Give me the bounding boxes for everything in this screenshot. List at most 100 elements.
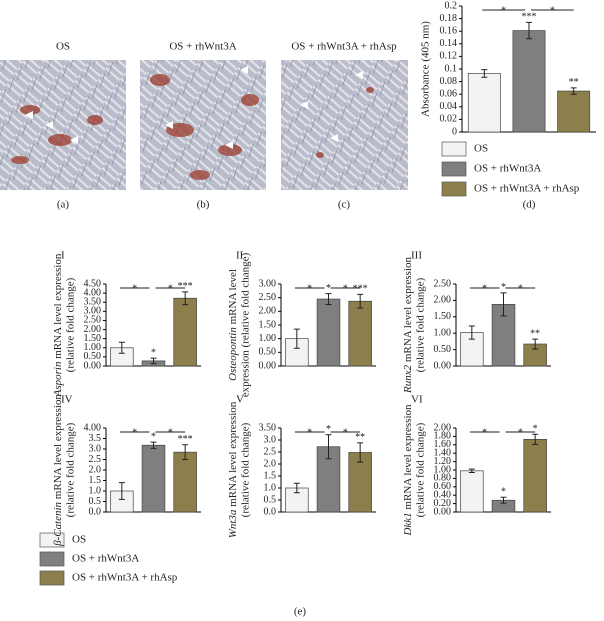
y-tick-label: 0.50	[434, 344, 452, 355]
y-tick-label: 0.08	[440, 76, 458, 87]
y-axis-label-text: mRNA level expression	[52, 394, 64, 502]
y-tick-label: 2.0	[264, 458, 277, 469]
stain	[11, 74, 374, 180]
y-axis-label: (relative fold change)	[65, 277, 77, 372]
y-tick-label: 1.50	[434, 311, 452, 322]
panel-caption: (b)	[197, 199, 210, 211]
y-tick-label: 0.00	[434, 506, 452, 517]
error-bar	[526, 21, 532, 40]
y-tick-label: 1.60	[434, 439, 452, 450]
significance: *	[533, 424, 538, 435]
y-tick-label: 0.00	[434, 360, 452, 371]
y-tick-label: 0.02	[440, 114, 458, 125]
bracket-label: *	[307, 427, 312, 438]
error-bar	[500, 496, 507, 504]
legend-label: OS + rhWnt3A	[72, 553, 139, 565]
legend-label: OS	[72, 534, 86, 546]
bracket-label: *	[132, 427, 137, 438]
y-axis-label-text: mRNA level expression	[402, 404, 414, 512]
y-tick-label: 1.00	[84, 342, 102, 353]
y-axis-label-gene: Dkk1	[402, 512, 414, 536]
y-tick-label: 1.50	[259, 319, 277, 330]
y-tick-label: 0.80	[434, 473, 452, 484]
y-tick-label: 2.50	[259, 292, 277, 303]
bar	[348, 300, 372, 367]
y-tick-label: 1.0	[89, 485, 102, 496]
bracket-label: *	[550, 5, 555, 16]
y-tick-label: 2.5	[89, 454, 102, 465]
legend-swatch	[441, 181, 467, 197]
chart-label: I	[61, 250, 65, 262]
error-bar	[150, 357, 157, 365]
y-tick-label: 2.5	[264, 446, 277, 457]
error-bar	[500, 292, 507, 317]
bracket-label: *	[343, 283, 348, 294]
y-tick-label: 2.00	[434, 295, 452, 306]
bar	[141, 444, 166, 513]
y-tick-label: 0.1	[445, 63, 458, 74]
chart-label: III	[411, 250, 422, 262]
y-axis-label: (relative fold change)	[65, 422, 77, 517]
y-tick-label: 1.50	[84, 333, 102, 344]
chart-label: IV	[61, 394, 73, 406]
micrograph-a	[0, 60, 126, 190]
y-tick-label: 0.04	[440, 101, 458, 112]
y-tick-label: 0.00	[84, 360, 102, 371]
significance: **	[355, 432, 365, 443]
y-axis-label-text: mRNA level expression	[227, 401, 239, 509]
error-bar	[118, 341, 125, 354]
y-tick-label: 3.5	[89, 433, 102, 444]
y-axis-label-text: mRNA level expression	[52, 253, 64, 361]
y-tick-label: 0.40	[434, 489, 452, 500]
error-bar	[118, 482, 125, 500]
y-axis-label-gene: Asporin	[52, 361, 64, 397]
significance: ***	[178, 434, 193, 445]
y-tick-label: 3.00	[84, 306, 102, 317]
y-tick-label: 2.00	[434, 422, 452, 433]
error-bar	[532, 338, 539, 350]
bar	[557, 90, 591, 133]
y-tick-label: 2.00	[259, 306, 277, 317]
arrowheads	[25, 66, 363, 149]
caption: (e)	[294, 606, 307, 618]
y-tick-label: 2.0	[89, 464, 102, 475]
y-tick-label: 1.5	[89, 475, 102, 486]
y-tick-label: 1.5	[264, 470, 277, 481]
error-bar	[468, 468, 475, 474]
bracket-label: *	[518, 427, 523, 438]
y-axis-label: (relative fold change)	[415, 277, 427, 372]
y-axis-label: Dkk1 mRNA level expression	[402, 404, 414, 537]
chart-label: V	[236, 394, 244, 406]
y-tick-label: 1.00	[259, 333, 277, 344]
bracket-label: *	[343, 427, 348, 438]
error-bar	[357, 442, 364, 463]
panel-caption: (c)	[338, 199, 351, 211]
y-axis-label-text: mRNA level expression	[402, 257, 414, 365]
bracket-label: *	[307, 283, 312, 294]
error-bar	[481, 69, 488, 78]
legend-label: OS + rhWnt3A + rhAsp	[474, 183, 580, 195]
y-axis-label: β-Catenin mRNA level expression	[52, 394, 64, 547]
bar	[512, 30, 546, 133]
y-axis-label: expression (relative fold change)	[240, 252, 252, 397]
y-axis-label-gene: Osteopontin	[227, 327, 239, 381]
panel-title: OS	[56, 41, 70, 53]
y-tick-label: 4.00	[84, 422, 102, 433]
y-tick-label: 0.00	[259, 360, 277, 371]
y-tick-label: 1.00	[434, 464, 452, 475]
significance: *	[501, 282, 506, 293]
bracket-label: *	[518, 283, 523, 294]
y-tick-label: 3.00	[259, 278, 277, 289]
significance: ***	[353, 284, 368, 295]
y-tick-label: 1.0	[264, 482, 277, 493]
legend-swatch	[441, 141, 467, 157]
y-tick-label: 2.50	[434, 278, 452, 289]
bracket-label: *	[132, 283, 137, 294]
y-axis-label-gene: β-Catenin	[52, 501, 64, 546]
bar	[316, 298, 341, 367]
error-bar	[325, 293, 332, 305]
y-tick-label: 1.20	[434, 456, 452, 467]
y-tick-label: 0.5	[264, 494, 277, 505]
legend-label: OS	[474, 143, 488, 155]
